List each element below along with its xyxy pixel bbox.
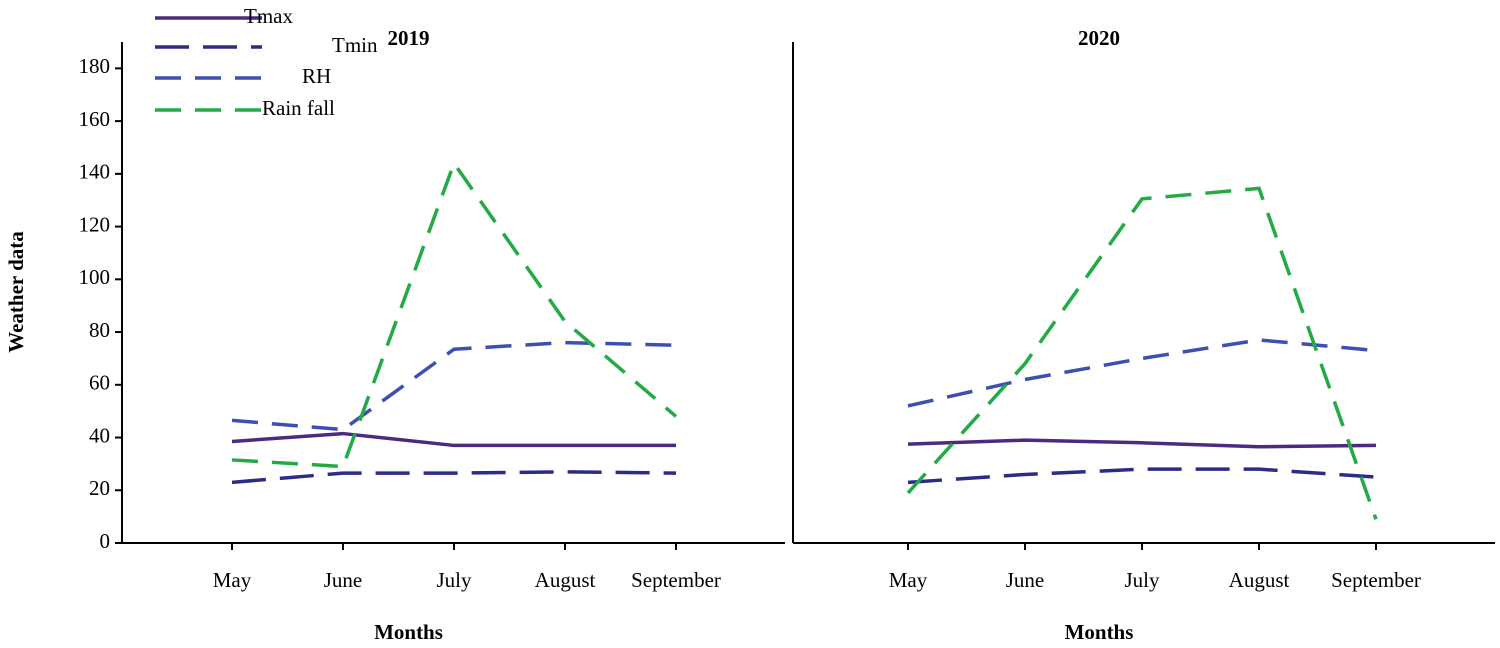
- x-tick-label: May: [213, 568, 252, 592]
- y-tick-label: 0: [100, 529, 111, 553]
- series-line: [231, 431, 676, 448]
- series-line: [231, 340, 677, 432]
- y-tick-label: 120: [79, 212, 111, 236]
- legend-label: Tmin: [332, 33, 378, 57]
- y-tick-label: 80: [89, 318, 110, 342]
- y-tick-label: 20: [89, 476, 110, 500]
- panel-title: 2019: [388, 26, 430, 50]
- series-line: [231, 159, 678, 469]
- y-tick-label: 60: [89, 371, 110, 395]
- x-tick-label: September: [1331, 568, 1421, 592]
- x-axis-label: Months: [374, 620, 443, 644]
- series-line: [231, 470, 677, 485]
- y-axis-label: Weather data: [4, 231, 28, 353]
- legend-label: Rain fall: [262, 96, 335, 120]
- x-tick-label: July: [436, 568, 472, 592]
- legend-label: RH: [302, 64, 331, 88]
- x-tick-label: August: [1229, 568, 1290, 592]
- x-axis-label: Months: [1065, 620, 1134, 644]
- y-tick-label: 100: [79, 265, 111, 289]
- x-tick-label: June: [1006, 568, 1045, 592]
- y-tick-label: 140: [79, 160, 111, 184]
- x-tick-label: July: [1124, 568, 1160, 592]
- series-line: [907, 338, 1377, 408]
- x-tick-label: May: [889, 568, 928, 592]
- series-line: [907, 438, 1377, 449]
- y-tick-label: 160: [79, 107, 111, 131]
- legend-label: Tmax: [244, 4, 293, 28]
- y-tick-label: 180: [79, 54, 111, 78]
- x-tick-label: September: [631, 568, 721, 592]
- series-line: [906, 186, 1378, 520]
- x-tick-label: August: [535, 568, 596, 592]
- panel-title: 2020: [1078, 26, 1120, 50]
- series-line: [907, 467, 1377, 485]
- x-tick-label: June: [324, 568, 363, 592]
- y-tick-label: 40: [89, 423, 110, 447]
